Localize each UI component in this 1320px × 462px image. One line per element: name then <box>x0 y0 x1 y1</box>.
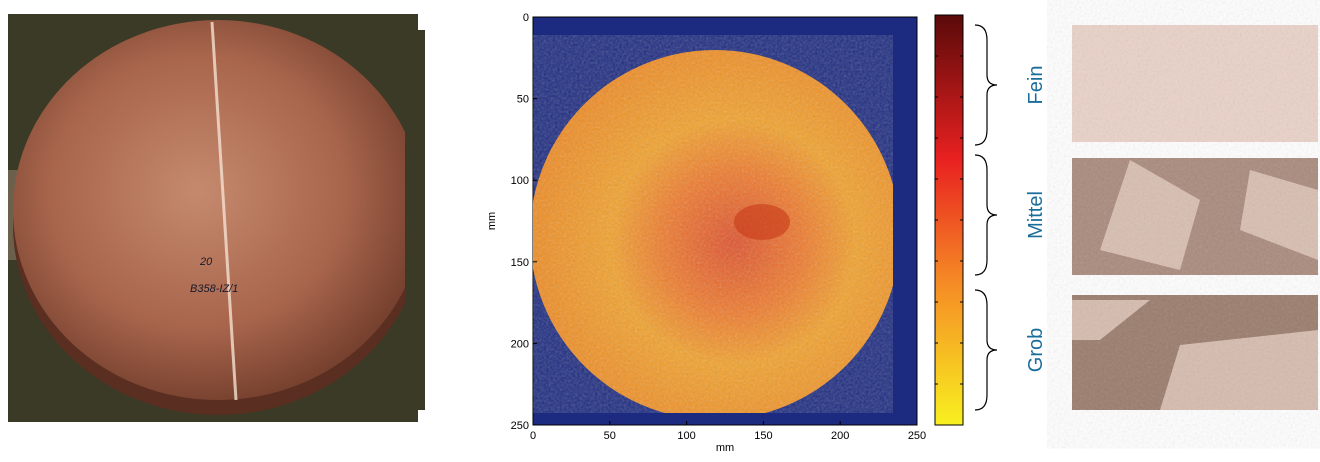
x-tick-label: 50 <box>604 430 616 442</box>
braces <box>974 24 998 411</box>
colorbar <box>934 14 964 426</box>
y-tick-label: 100 <box>511 175 529 187</box>
micrographs <box>1072 25 1318 410</box>
sample-photo: 20 B358-IZ/1 <box>8 14 425 422</box>
x-tick-label: 100 <box>677 430 695 442</box>
y-tick-label: 150 <box>511 257 529 269</box>
heatmap <box>532 16 918 426</box>
y-tick-label: 200 <box>511 338 529 350</box>
y-tick-label: 0 <box>523 12 529 24</box>
x-axis-label: mm <box>716 442 734 454</box>
x-tick-label: 0 <box>530 430 536 442</box>
grain-class-label: Grob <box>1025 328 1047 372</box>
x-tick-label: 250 <box>908 430 926 442</box>
y-axis-label: mm <box>486 212 498 230</box>
x-tick-label: 200 <box>831 430 849 442</box>
x-tick-label: 150 <box>754 430 772 442</box>
colorbar-ticks <box>935 55 963 426</box>
grain-class-label: Mittel <box>1025 191 1047 239</box>
svg-text:B358-IZ/1: B358-IZ/1 <box>190 283 238 295</box>
y-tick-label: 50 <box>517 94 529 106</box>
grain-class-label: Fein <box>1025 66 1047 105</box>
svg-text:20: 20 <box>199 256 213 268</box>
y-tick-label: 250 <box>511 420 529 432</box>
